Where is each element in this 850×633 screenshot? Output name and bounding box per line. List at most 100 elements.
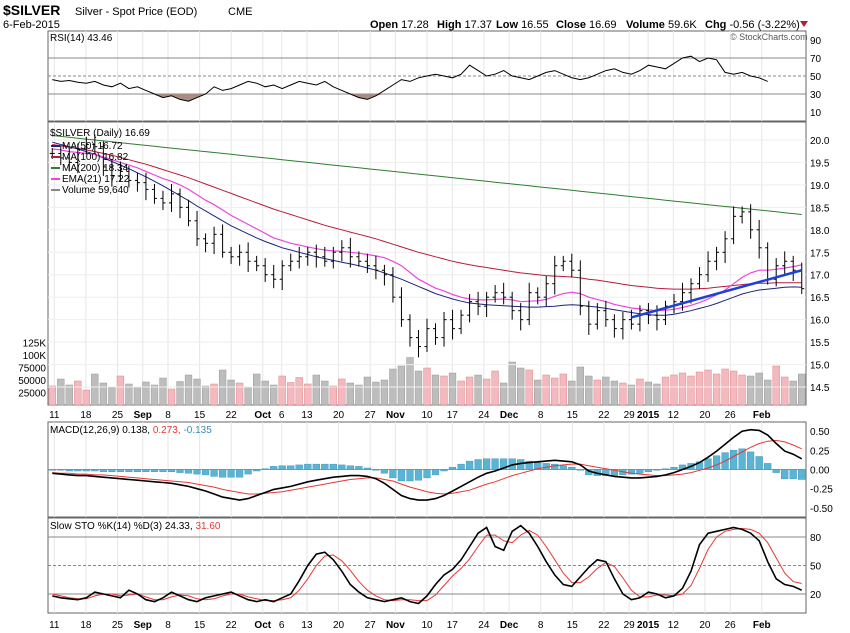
volume-bar	[670, 374, 678, 406]
volume-bar	[116, 375, 125, 406]
macd-histogram-bar	[253, 469, 261, 472]
macd-histogram-bar	[483, 458, 491, 470]
x-axis-tick: 8	[538, 410, 544, 421]
trendline	[631, 269, 803, 319]
volume-bar	[244, 386, 252, 406]
macd-y-tick: 0.50	[810, 427, 830, 438]
volume-bar	[278, 375, 286, 406]
volume-bar	[355, 384, 363, 406]
volume-bar	[576, 366, 584, 406]
volume-bar	[74, 380, 82, 406]
macd-histogram-bar	[295, 464, 303, 470]
macd-histogram-bar	[201, 469, 210, 476]
volume-bar	[423, 367, 431, 406]
volume-bar	[636, 378, 644, 406]
x-axis-tick: 27	[365, 410, 377, 421]
volume-bar	[82, 389, 90, 406]
sto-label: Slow STO %K(14) %D(3) 24.33, 31.60	[50, 521, 221, 532]
chg-value: -0.56 (-3.22%)	[729, 19, 799, 31]
price-y-tick: 18.5	[810, 203, 830, 214]
volume-bar	[150, 384, 159, 406]
ohlc-volume: Volume 59.6K	[626, 19, 697, 31]
x-axis-tick: 22	[226, 410, 238, 421]
macd-histogram-bar	[91, 469, 99, 472]
x-axis-tick-bottom: 20	[699, 620, 711, 631]
close-value: 16.69	[589, 19, 617, 31]
volume-bar	[108, 387, 116, 406]
volume-bar	[738, 374, 746, 406]
ema21-line	[52, 148, 802, 312]
x-axis-tick: Oct	[254, 410, 271, 421]
x-axis-tick-bottom: 11	[49, 620, 60, 631]
sto-k-value: 24.33,	[165, 521, 196, 532]
volume-bar	[304, 383, 312, 406]
macd-hist-value: -0.135	[183, 425, 212, 436]
x-axis-tick-bottom: 6	[279, 620, 285, 631]
macd-histogram-bar	[568, 467, 576, 470]
volume-y-tick: 75000	[18, 364, 46, 375]
price-y-tick: 18.0	[810, 226, 830, 237]
macd-value: 0.138,	[122, 425, 153, 436]
macd-histogram-bar	[74, 469, 82, 472]
x-axis-tick-bottom: 20	[333, 620, 345, 631]
volume-bar	[746, 375, 755, 406]
rsi-y-tick: 10	[810, 108, 822, 119]
macd-histogram-bar	[772, 469, 780, 473]
macd-histogram-bar	[346, 465, 354, 470]
low-value: 16.55	[521, 19, 549, 31]
macd-histogram-bar	[576, 469, 584, 471]
volume-bar	[227, 379, 235, 406]
macd-histogram-bar	[397, 469, 406, 482]
macd-histogram-bar	[184, 469, 193, 474]
volume-bar	[568, 380, 576, 406]
rsi-y-tick: 30	[810, 90, 822, 101]
ohlc-close: Close 16.69	[556, 19, 617, 31]
x-axis-tick-bottom: 12	[668, 620, 680, 631]
ohlc-open: Open 17.28	[370, 19, 429, 31]
x-axis-tick: Sep	[134, 410, 152, 421]
price-y-tick: 20.0	[810, 136, 830, 147]
volume-bar	[474, 374, 482, 406]
sto-label-prefix: Slow STO %K(14) %D(3)	[50, 521, 165, 532]
macd-signal-value: 0.273,	[153, 425, 184, 436]
volume-bar	[329, 385, 337, 406]
volume-bar	[542, 374, 550, 406]
macd-histogram-bar	[312, 463, 320, 470]
macd-histogram-bar	[227, 469, 235, 478]
volume-bar	[610, 380, 619, 406]
x-axis-tick: 12	[668, 410, 680, 421]
macd-histogram-bar	[108, 469, 116, 472]
macd-histogram-bar	[764, 463, 772, 470]
volume-bar	[270, 384, 278, 406]
macd-histogram-bar	[150, 469, 159, 472]
macd-histogram-bar	[176, 469, 184, 473]
macd-histogram-bar	[65, 469, 73, 472]
volume-bar	[48, 385, 56, 406]
x-axis-tick-bottom: Sep	[134, 620, 152, 631]
macd-histogram-bar	[278, 465, 286, 470]
volume-bar	[508, 361, 516, 406]
legend-ma200: MA(200) 18.34	[62, 163, 129, 174]
x-axis-tick: 8	[165, 410, 171, 421]
sto-y-tick: 50	[810, 562, 822, 573]
x-axis-tick: 10	[421, 410, 433, 421]
x-axis-tick-bottom: 2015	[637, 620, 660, 631]
macd-histogram-bar	[261, 468, 269, 470]
macd-histogram-bar	[551, 463, 559, 470]
exchange-label: CME	[228, 6, 252, 18]
high-value: 17.37	[465, 19, 493, 31]
rsi-y-tick: 50	[810, 72, 822, 83]
ohlc-low: Low 16.55	[496, 19, 549, 31]
volume-bar	[534, 379, 542, 406]
sto-d-value: 31.60	[195, 521, 220, 532]
macd-histogram-bar	[798, 469, 806, 480]
volume-value: 59.6K	[668, 19, 697, 31]
volume-bar	[125, 383, 133, 406]
macd-histogram-bar	[747, 451, 755, 470]
macd-histogram-bar	[159, 469, 167, 472]
rsi-label: RSI(14) 43.46	[50, 33, 113, 44]
instrument-description: Silver - Spot Price (EOD)	[75, 6, 197, 18]
x-axis-tick-bottom: Nov	[386, 620, 405, 631]
x-axis-tick-bottom: 8	[165, 620, 171, 631]
